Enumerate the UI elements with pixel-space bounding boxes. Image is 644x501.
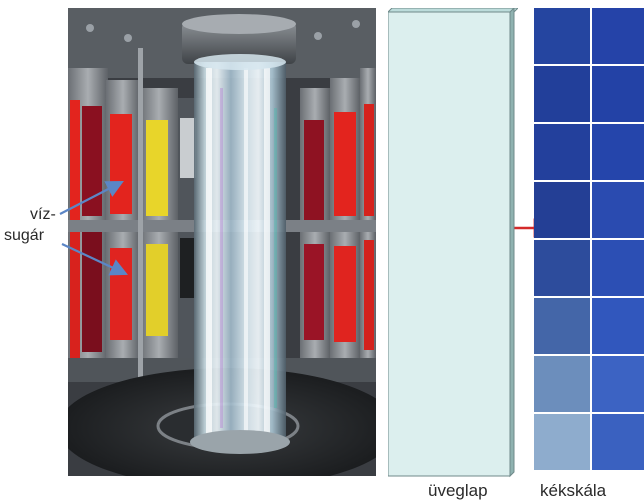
swatch-left <box>534 124 590 180</box>
water-jet-label-line2: sugár <box>4 227 45 244</box>
blue-scale-swatch <box>534 124 644 180</box>
swatch-right <box>592 298 644 354</box>
swatch-left <box>534 8 590 64</box>
swatch-left <box>534 182 590 238</box>
blue-scale-swatch <box>534 240 644 296</box>
swatch-right <box>592 356 644 412</box>
swatch-right <box>592 414 644 470</box>
swatch-right <box>592 66 644 122</box>
water-jet-arrow-upper <box>59 180 124 215</box>
swatch-left <box>534 240 590 296</box>
blue-scale-swatch <box>534 414 644 470</box>
glass-plate <box>386 6 520 478</box>
water-jet-arrow-lower <box>61 243 128 276</box>
swatch-left <box>534 356 590 412</box>
blue-scale-swatch <box>534 8 644 64</box>
swatch-left <box>534 414 590 470</box>
swatch-left <box>534 298 590 354</box>
blue-scale-swatch <box>534 66 644 122</box>
blue-scale-swatch <box>534 182 644 238</box>
glass-plate-label: üveglap <box>428 481 488 500</box>
blue-scale-swatch <box>534 356 644 412</box>
water-jet-label-line1: víz- <box>30 206 56 223</box>
test-chamber-photo <box>68 8 376 476</box>
blue-scale-label: kékskála <box>540 481 607 500</box>
blue-scale <box>534 8 644 478</box>
blue-scale-swatch <box>534 298 644 354</box>
swatch-right <box>592 240 644 296</box>
swatch-left <box>534 66 590 122</box>
swatch-right <box>592 8 644 64</box>
swatch-right <box>592 182 644 238</box>
swatch-right <box>592 124 644 180</box>
